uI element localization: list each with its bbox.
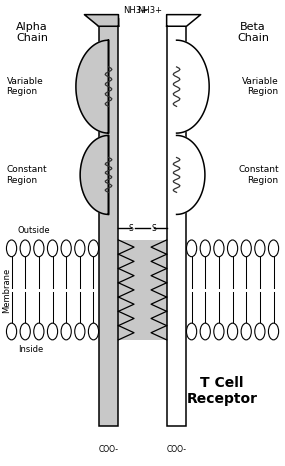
Text: S: S xyxy=(129,224,134,233)
Circle shape xyxy=(241,240,251,257)
Circle shape xyxy=(200,240,210,257)
Circle shape xyxy=(34,323,44,340)
Text: Alpha
Chain: Alpha Chain xyxy=(16,21,48,43)
Text: COO-: COO- xyxy=(166,445,187,453)
Text: Constant
Region: Constant Region xyxy=(7,165,47,185)
Circle shape xyxy=(186,240,197,257)
Circle shape xyxy=(47,323,58,340)
Text: Outside: Outside xyxy=(18,226,50,235)
Polygon shape xyxy=(76,40,109,133)
Bar xyxy=(99,26,119,426)
Circle shape xyxy=(75,240,85,257)
Circle shape xyxy=(268,240,279,257)
Polygon shape xyxy=(177,40,209,133)
Circle shape xyxy=(214,323,224,340)
Polygon shape xyxy=(97,18,119,26)
Circle shape xyxy=(7,240,17,257)
Circle shape xyxy=(20,240,30,257)
Text: NH3+: NH3+ xyxy=(123,7,148,15)
Circle shape xyxy=(20,323,30,340)
Circle shape xyxy=(268,323,279,340)
Text: NH3+: NH3+ xyxy=(137,7,162,15)
Circle shape xyxy=(7,323,17,340)
Circle shape xyxy=(61,240,71,257)
Circle shape xyxy=(75,323,85,340)
Polygon shape xyxy=(80,136,109,214)
Circle shape xyxy=(186,323,197,340)
Text: Beta
Chain: Beta Chain xyxy=(237,21,269,43)
Circle shape xyxy=(34,240,44,257)
Text: S: S xyxy=(152,224,156,233)
Circle shape xyxy=(214,240,224,257)
Bar xyxy=(167,26,186,426)
Circle shape xyxy=(227,323,238,340)
Circle shape xyxy=(200,323,210,340)
Circle shape xyxy=(241,323,251,340)
Text: Constant
Region: Constant Region xyxy=(238,165,279,185)
Polygon shape xyxy=(99,16,119,26)
Polygon shape xyxy=(84,14,119,26)
Text: COO-: COO- xyxy=(99,445,119,453)
Text: Membrane: Membrane xyxy=(2,267,11,313)
Text: Variable
Region: Variable Region xyxy=(242,77,279,96)
Circle shape xyxy=(47,240,58,257)
Circle shape xyxy=(88,323,99,340)
Circle shape xyxy=(88,240,99,257)
Bar xyxy=(117,240,168,340)
Circle shape xyxy=(61,323,71,340)
Text: T Cell
Receptor: T Cell Receptor xyxy=(186,376,257,406)
Circle shape xyxy=(227,240,238,257)
Text: Variable
Region: Variable Region xyxy=(7,77,43,96)
Circle shape xyxy=(255,323,265,340)
Polygon shape xyxy=(167,14,201,26)
Circle shape xyxy=(255,240,265,257)
Text: Inside: Inside xyxy=(18,344,43,354)
Polygon shape xyxy=(177,136,205,214)
